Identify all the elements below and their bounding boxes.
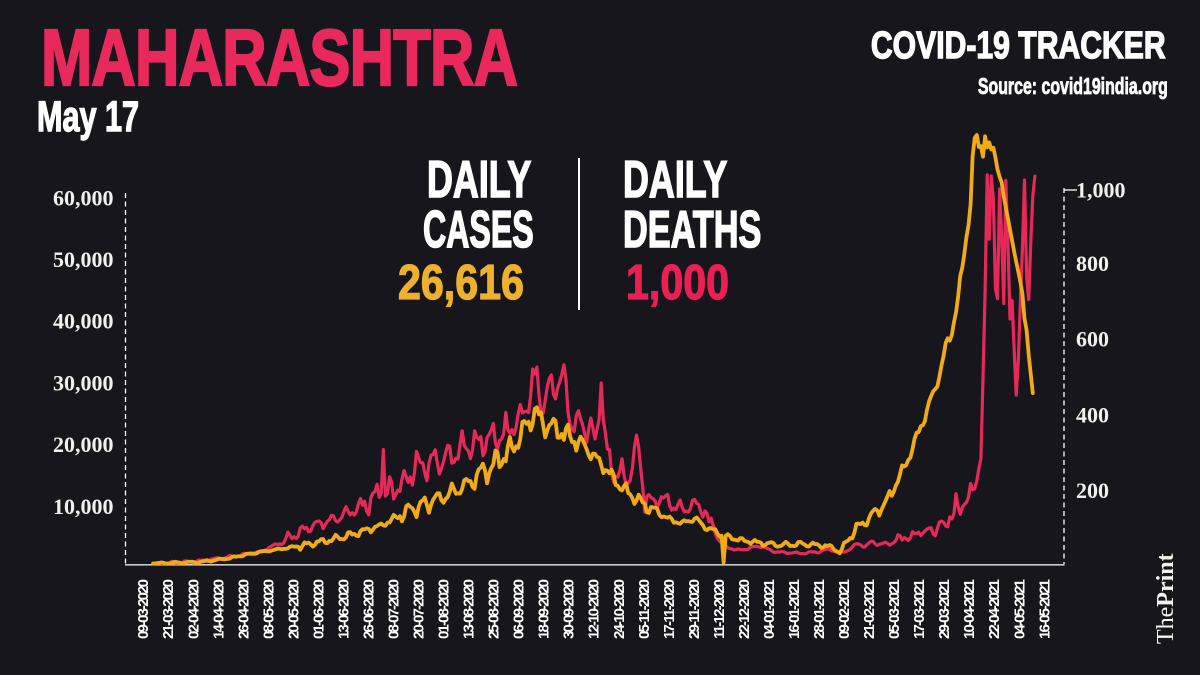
svg-text:21-03-2020: 21-03-2020 (160, 579, 177, 639)
svg-text:400: 400 (1076, 402, 1109, 427)
svg-text:30-09-2020: 30-09-2020 (561, 579, 578, 639)
svg-text:20,000: 20,000 (53, 432, 114, 457)
svg-text:10-04-2021: 10-04-2021 (961, 579, 978, 639)
svg-text:17-11-2020: 17-11-2020 (661, 579, 678, 639)
svg-text:04-05-2021: 04-05-2021 (1011, 579, 1028, 639)
svg-text:26-06-2020: 26-06-2020 (361, 579, 378, 639)
svg-text:05-11-2020: 05-11-2020 (636, 579, 653, 639)
svg-text:04-01-2021: 04-01-2021 (761, 579, 778, 639)
svg-text:24-10-2020: 24-10-2020 (611, 579, 628, 639)
svg-text:18-09-2020: 18-09-2020 (536, 579, 553, 639)
svg-text:20-07-2020: 20-07-2020 (411, 579, 428, 639)
svg-text:12-10-2020: 12-10-2020 (586, 579, 603, 639)
svg-text:14-04-2020: 14-04-2020 (210, 579, 227, 639)
svg-text:1,000: 1,000 (1076, 178, 1126, 203)
svg-text:60,000: 60,000 (53, 185, 114, 210)
svg-text:13-06-2020: 13-06-2020 (335, 579, 352, 639)
svg-text:30,000: 30,000 (53, 370, 114, 395)
svg-text:50,000: 50,000 (53, 247, 114, 272)
svg-text:08-05-2020: 08-05-2020 (260, 579, 277, 639)
svg-text:28-01-2021: 28-01-2021 (811, 579, 828, 639)
svg-text:22-12-2020: 22-12-2020 (736, 579, 753, 639)
svg-text:10,000: 10,000 (53, 494, 114, 519)
svg-text:05-03-2021: 05-03-2021 (886, 579, 903, 639)
svg-text:06-09-2020: 06-09-2020 (511, 579, 528, 639)
svg-text:02-04-2020: 02-04-2020 (185, 579, 202, 639)
svg-text:600: 600 (1076, 327, 1109, 352)
svg-text:ThePrint: ThePrint (1153, 553, 1179, 644)
svg-text:29-03-2021: 29-03-2021 (936, 579, 953, 639)
svg-text:01-08-2020: 01-08-2020 (436, 579, 453, 639)
svg-text:16-01-2021: 16-01-2021 (786, 579, 803, 639)
svg-text:26-04-2020: 26-04-2020 (235, 579, 252, 639)
svg-text:01-06-2020: 01-06-2020 (310, 579, 327, 639)
svg-text:22-04-2021: 22-04-2021 (986, 579, 1003, 639)
svg-text:16-05-2021: 16-05-2021 (1036, 579, 1053, 639)
svg-text:09-03-2020: 09-03-2020 (135, 579, 152, 639)
svg-text:21-02-2021: 21-02-2021 (861, 579, 878, 639)
svg-text:29-11-2020: 29-11-2020 (686, 579, 703, 639)
svg-text:11-12-2020: 11-12-2020 (711, 579, 728, 639)
svg-text:25-08-2020: 25-08-2020 (486, 579, 503, 639)
svg-text:17-03-2021: 17-03-2021 (911, 579, 928, 639)
svg-text:08-07-2020: 08-07-2020 (386, 579, 403, 639)
svg-text:800: 800 (1076, 251, 1109, 276)
svg-text:09-02-2021: 09-02-2021 (836, 579, 853, 639)
svg-text:13-08-2020: 13-08-2020 (461, 579, 478, 639)
svg-text:40,000: 40,000 (53, 309, 114, 334)
svg-text:200: 200 (1076, 478, 1109, 503)
svg-text:20-05-2020: 20-05-2020 (285, 579, 302, 639)
